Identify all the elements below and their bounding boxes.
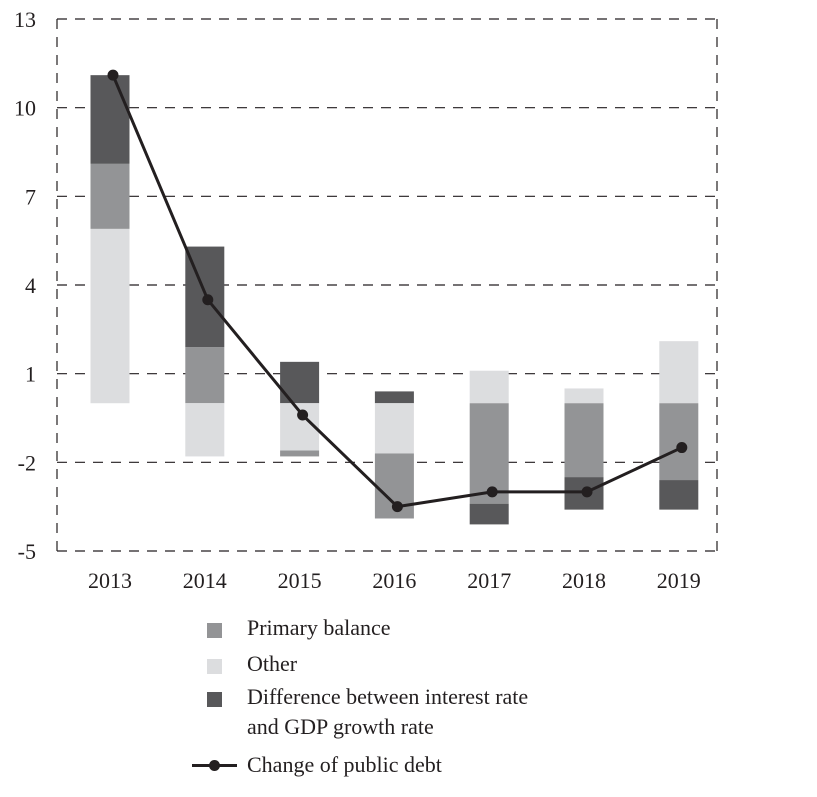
point-change-of-public-debt-2014[interactable]: [202, 294, 214, 306]
legend-marker-icon: [209, 760, 220, 771]
x-tick-label: 2016: [372, 568, 416, 593]
y-tick-label: -2: [18, 450, 36, 475]
bars-layer: [90, 75, 699, 525]
x-tick-label: 2018: [562, 568, 606, 593]
bar-segment-primary-balance-2017[interactable]: [469, 403, 509, 504]
legend-label: Change of public debt: [247, 752, 442, 777]
y-tick-label: 4: [25, 273, 36, 298]
x-tick-label: 2017: [467, 568, 511, 593]
legend-label-line1: Difference between interest rate: [247, 684, 529, 709]
legend-label: Other: [247, 651, 298, 676]
point-change-of-public-debt-2015[interactable]: [297, 409, 309, 421]
bar-segment-difference-between-interest-rate-and-gdp-growth-rate-2019[interactable]: [659, 480, 699, 510]
legend-swatch-primary-balance: [207, 623, 222, 638]
bar-segment-other-2018[interactable]: [564, 388, 604, 404]
bar-segment-primary-balance-2015[interactable]: [280, 450, 320, 457]
x-tick-label: 2019: [657, 568, 701, 593]
bar-segment-difference-between-interest-rate-and-gdp-growth-rate-2013[interactable]: [90, 75, 130, 164]
legend-swatch-other: [207, 659, 222, 674]
point-change-of-public-debt-2019[interactable]: [676, 442, 688, 454]
point-change-of-public-debt-2013[interactable]: [107, 69, 119, 81]
legend-swatch-interest-growth-differential: [207, 692, 222, 707]
bar-segment-primary-balance-2013[interactable]: [90, 163, 130, 229]
bar-segment-other-2017[interactable]: [469, 370, 509, 404]
chart: 13 10 7 4 1 -2 -5 2013 2014 2015 2016 2017 2018 2019: [14, 7, 718, 593]
bar-segment-primary-balance-2018[interactable]: [564, 403, 604, 478]
legend-label: Primary balance: [247, 615, 391, 640]
bar-segment-difference-between-interest-rate-and-gdp-growth-rate-2017[interactable]: [469, 503, 509, 525]
x-tick-label: 2015: [278, 568, 322, 593]
x-axis: 2013 2014 2015 2016 2017 2018 2019: [88, 568, 701, 593]
bar-segment-other-2016[interactable]: [374, 403, 414, 454]
bar-segment-primary-balance-2014[interactable]: [185, 347, 225, 404]
bar-segment-other-2013[interactable]: [90, 228, 130, 404]
y-tick-label: 7: [25, 184, 36, 209]
legend-label-line2: and GDP growth rate: [247, 714, 434, 739]
y-tick-label: 1: [25, 362, 36, 387]
bar-segment-other-2019[interactable]: [659, 341, 699, 404]
point-change-of-public-debt-2017[interactable]: [486, 486, 498, 498]
point-change-of-public-debt-2018[interactable]: [581, 486, 593, 498]
x-tick-label: 2013: [88, 568, 132, 593]
y-tick-label: -5: [18, 539, 36, 564]
bar-segment-primary-balance-2019[interactable]: [659, 403, 699, 481]
point-change-of-public-debt-2016[interactable]: [391, 501, 403, 513]
y-tick-label: 13: [14, 7, 36, 32]
line-layer: [107, 69, 688, 513]
bar-segment-other-2014[interactable]: [185, 403, 225, 457]
bar-segment-difference-between-interest-rate-and-gdp-growth-rate-2016[interactable]: [374, 391, 414, 404]
y-axis: 13 10 7 4 1 -2 -5: [14, 7, 36, 564]
y-tick-label: 10: [14, 96, 36, 121]
x-tick-label: 2014: [183, 568, 227, 593]
